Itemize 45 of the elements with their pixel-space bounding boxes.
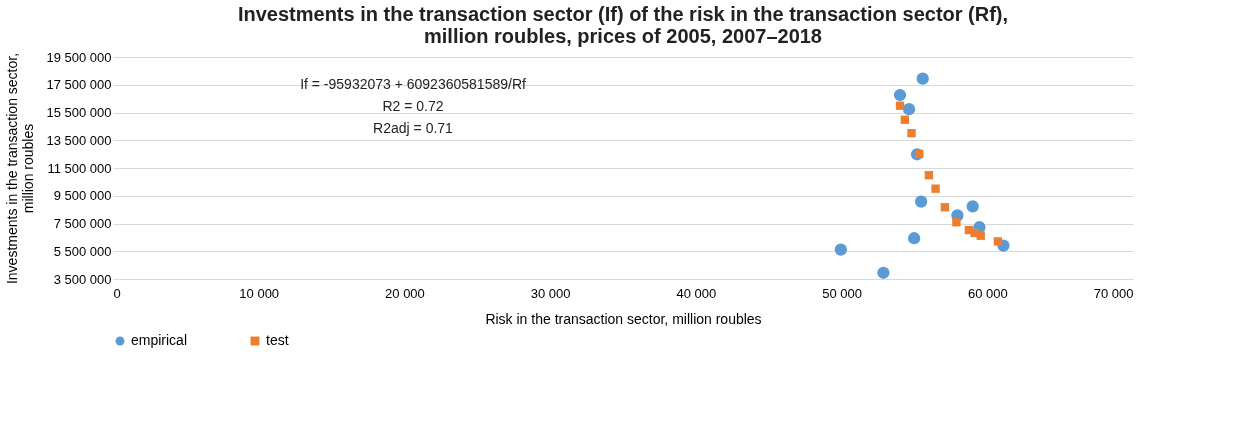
x-tick-label: 10 000 <box>239 285 280 301</box>
y-tick-label: 13 500 000 <box>46 132 112 148</box>
point <box>895 101 905 110</box>
y-tick-label: 5 500 000 <box>53 243 112 259</box>
x-tick-label: 30 000 <box>530 285 571 301</box>
point <box>908 232 921 245</box>
point <box>915 195 928 208</box>
point <box>915 149 924 159</box>
point <box>976 231 985 240</box>
text: million roubles <box>20 123 37 214</box>
y-tick-label: 19 500 000 <box>46 49 112 65</box>
text: Investments in the transaction sector, <box>4 52 21 285</box>
y-tick-label: 3 500 000 <box>53 271 112 287</box>
x-tick-label: 70 000 <box>1093 285 1134 301</box>
annotation: R2adj = 0.71 <box>373 120 454 136</box>
x-tick-label: 20 000 <box>385 285 425 301</box>
x-tick-label: 0 <box>113 285 121 301</box>
point <box>931 184 940 193</box>
x-tick-label: 60 000 <box>967 285 1008 301</box>
y-tick-label: 15 500 000 <box>46 105 112 120</box>
point <box>916 72 929 85</box>
point <box>834 243 847 256</box>
x-tick-label: 40 000 <box>676 285 717 301</box>
legend-label: test <box>266 332 289 348</box>
y-tick-label: 11 500 000 <box>47 160 112 176</box>
point <box>993 237 1003 246</box>
point <box>966 200 979 213</box>
y-tick-label: 9 500 000 <box>53 188 112 204</box>
legend-label: empirical <box>131 332 188 348</box>
y-tick-label: 17 500 000 <box>46 77 112 93</box>
annotation: If = -95932073 + 6092360581589/Rf <box>300 76 526 92</box>
point <box>940 203 950 212</box>
text: million roubles, prices of 2005, 2007–2018 <box>424 25 822 47</box>
point <box>952 218 961 227</box>
point <box>924 171 934 180</box>
annotation: R2 = 0.72 <box>382 98 444 114</box>
x-tick-label: 50 000 <box>822 285 862 301</box>
text: Investments in the transaction sector (If) of the risk in the transaction sector (Rf), <box>237 3 1009 25</box>
point <box>877 266 890 279</box>
x-axis-title: Risk in the transaction sector, million roubles <box>485 310 762 327</box>
point <box>900 115 909 124</box>
point <box>893 88 907 102</box>
point <box>902 103 916 116</box>
point <box>907 128 916 138</box>
y-tick-label: 7 500 000 <box>53 216 112 231</box>
